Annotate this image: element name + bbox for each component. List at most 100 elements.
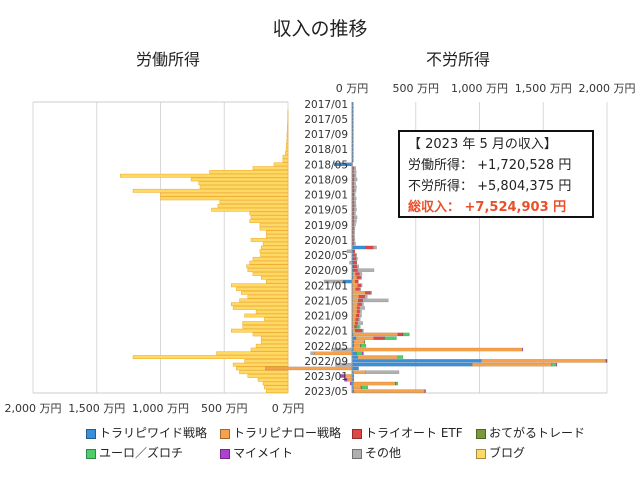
nonlabor-bar-6 — [606, 359, 608, 363]
blog-bar — [132, 355, 289, 359]
nonlabor-bar-3 — [357, 302, 362, 306]
legend-label: トラリピナロー戦略 — [233, 426, 342, 440]
nonlabor-bar-7 — [353, 196, 357, 201]
nonlabor-bar-7 — [362, 298, 389, 303]
nonlabor-bar-3 — [356, 275, 361, 280]
nonlabor-bar-7 — [353, 241, 356, 246]
nonlabor-bar-2 — [352, 275, 358, 280]
blog-bar — [190, 177, 289, 182]
nonlabor-bar-7 — [353, 166, 357, 170]
legend-label: その他 — [365, 446, 402, 460]
nonlabor-bar-5 — [356, 351, 363, 356]
nonlabor-bar-5 — [356, 325, 360, 329]
nonlabor-bar-2 — [352, 272, 356, 276]
month-tick-label: 2020/09 — [304, 265, 348, 277]
month-tick-label: 2019/05 — [304, 205, 348, 217]
nonlabor-bar-3 — [355, 272, 360, 276]
nonlabor-bar-7 — [359, 306, 365, 310]
left-x-tick-label: 1,000 万円 — [132, 402, 189, 415]
blog-bar — [242, 321, 289, 325]
nonlabor-bar-2 — [355, 336, 375, 340]
legend-item: ユーロ／ズロチ — [86, 444, 183, 461]
blog-bar — [198, 181, 289, 186]
nonlabor-bar-3 — [354, 325, 357, 329]
nonlabor-bar-3 — [354, 328, 363, 333]
legend-swatch — [476, 428, 486, 439]
left-x-tick-label: 500 万円 — [201, 402, 248, 415]
nonlabor-bar-7 — [356, 264, 359, 269]
nonlabor-bar-7 — [353, 177, 358, 182]
nonlabor-bar-5 — [551, 362, 557, 367]
blog-bar — [285, 151, 289, 155]
blog-bar — [287, 128, 289, 133]
blog-bar — [132, 188, 289, 193]
nonlabor-bar-5 — [397, 355, 404, 359]
month-tick-label: 2020/05 — [304, 250, 348, 262]
blog-bar — [230, 302, 289, 307]
nonlabor-bar-7 — [359, 309, 362, 314]
nonlabor-bar-7 — [356, 257, 358, 261]
left-x-tick-label: 0 万円 — [272, 402, 305, 415]
nonlabor-bar-7 — [355, 253, 358, 257]
blog-bar — [241, 290, 289, 295]
blog-bar — [230, 328, 289, 333]
nonlabor-bar-7 — [353, 238, 356, 242]
legend-swatch — [220, 448, 230, 459]
nonlabor-bar-2 — [352, 291, 366, 295]
nonlabor-bar-5 — [384, 336, 397, 340]
nonlabor-bar-7 — [370, 291, 372, 295]
blog-bar — [273, 162, 289, 167]
nonlabor-bar-2 — [352, 294, 360, 299]
nonlabor-bar-3 — [354, 321, 358, 325]
nonlabor-bar-3 — [357, 283, 362, 288]
blog-bar — [262, 381, 289, 386]
nonlabor-bar-3 — [352, 264, 358, 269]
month-tick-label: 2020/01 — [304, 235, 348, 247]
month-tick-label: 2017/01 — [304, 99, 348, 111]
month-tick-label: 2021/05 — [304, 295, 348, 307]
nonlabor-bar-4 — [364, 340, 366, 344]
nonlabor-bar-7 — [353, 173, 357, 178]
nonlabor-bar-7 — [353, 189, 357, 193]
month-tick-label: 2018/09 — [304, 174, 348, 186]
nonlabor-bar-7 — [357, 268, 375, 272]
nonlabor-bar-6 — [340, 374, 345, 378]
month-tick-label: 2018/01 — [304, 144, 348, 156]
blog-bar — [160, 196, 289, 201]
chart-title: 収入の推移 — [272, 18, 368, 40]
blog-bar — [282, 154, 289, 159]
legend-swatch — [352, 448, 362, 459]
nonlabor-bar-2 — [352, 328, 356, 333]
blog-bar — [266, 230, 289, 235]
nonlabor-bar-5 — [360, 343, 367, 348]
nonlabor-bar-2 — [353, 343, 361, 348]
blog-bar — [250, 238, 289, 242]
blog-bar — [242, 324, 289, 329]
nonlabor-bar-2 — [352, 287, 357, 291]
nonlabor-bar-1 — [351, 355, 358, 359]
month-tick-label: 2022/09 — [304, 356, 348, 368]
blog-bar — [252, 166, 289, 171]
blog-bar — [286, 139, 289, 144]
blog-bar — [232, 362, 289, 367]
legend-swatch — [86, 428, 96, 439]
nonlabor-bar-2 — [481, 359, 607, 363]
nonlabor-bar-3 — [352, 249, 356, 254]
blog-bar — [286, 132, 289, 137]
nonlabor-bar-3 — [358, 294, 365, 299]
legend-swatch — [220, 428, 230, 439]
month-tick-label: 2021/01 — [304, 280, 348, 292]
nonlabor-bar-7 — [353, 226, 356, 231]
nonlabor-bar-2 — [352, 302, 358, 306]
month-tick-label: 2018/05 — [304, 159, 348, 171]
nonlabor-bar-2 — [353, 389, 425, 393]
nonlabor-bar-2 — [353, 385, 362, 390]
blog-bar — [247, 268, 289, 273]
nonlabor-bar-3 — [356, 306, 360, 310]
nonlabor-bar-7 — [323, 279, 344, 284]
legend-item: ブログ — [476, 444, 525, 461]
nonlabor-bar-2 — [353, 347, 523, 352]
legend-item: マイメイト — [220, 444, 293, 461]
nonlabor-bar-7 — [358, 313, 362, 318]
nonlabor-bar-7 — [359, 272, 363, 276]
